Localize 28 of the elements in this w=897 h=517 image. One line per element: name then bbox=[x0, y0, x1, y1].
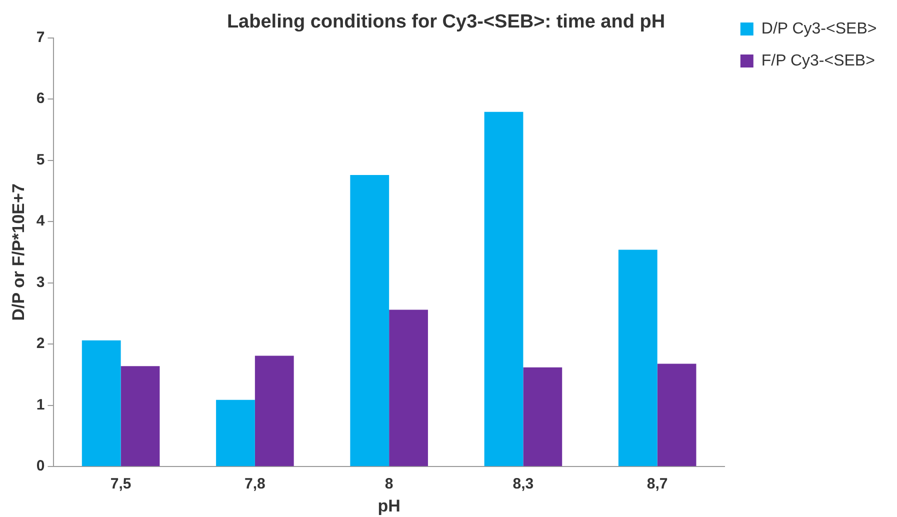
x-tick-label: 8 bbox=[384, 476, 394, 493]
y-tick-label: 1 bbox=[36, 396, 45, 414]
bar bbox=[254, 356, 294, 466]
y-tick-label: 4 bbox=[36, 212, 46, 230]
bar bbox=[657, 364, 696, 466]
x-tick-label: 8,3 bbox=[512, 476, 534, 493]
y-axis-title: D/P or F/P*10E+7 bbox=[8, 184, 28, 321]
bar bbox=[216, 400, 255, 466]
y-tick-label: 7 bbox=[36, 28, 45, 46]
bar bbox=[350, 175, 390, 466]
bar bbox=[120, 366, 160, 466]
x-tick-label: 8,7 bbox=[646, 476, 668, 493]
y-tick-label: 6 bbox=[36, 90, 45, 108]
legend-label: D/P Cy3-<SEB> bbox=[761, 20, 877, 38]
bar bbox=[82, 340, 121, 466]
x-tick-label: 7,5 bbox=[110, 476, 132, 493]
bar bbox=[389, 310, 428, 466]
x-axis-title: pH bbox=[378, 496, 400, 516]
y-tick-label: 5 bbox=[36, 151, 45, 168]
y-tick-label: 2 bbox=[36, 335, 45, 352]
legend-label: F/P Cy3-<SEB> bbox=[761, 52, 875, 70]
bar bbox=[618, 250, 658, 466]
bar bbox=[484, 112, 524, 466]
bar bbox=[523, 367, 562, 466]
y-tick-label: 3 bbox=[36, 274, 45, 291]
chart-title: Labeling conditions for Cy3-<SEB>: time and pH bbox=[226, 12, 666, 33]
y-tick-label: 0 bbox=[36, 458, 45, 475]
x-tick-label: 7,8 bbox=[244, 476, 266, 493]
